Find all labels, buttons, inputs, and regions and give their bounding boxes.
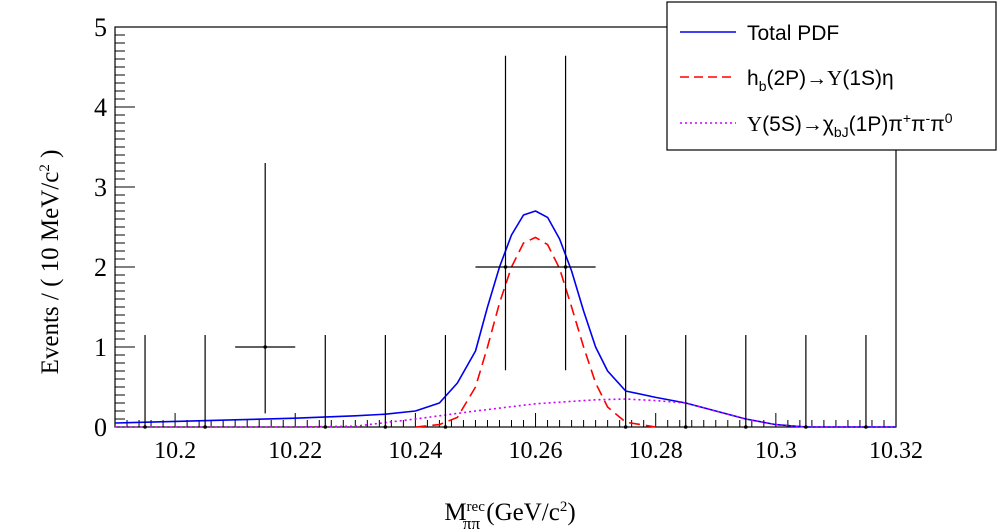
- y-tick-label: 3: [94, 173, 107, 202]
- x-tick-label: 10.2: [154, 438, 196, 464]
- curve-series-1: [415, 236, 656, 428]
- point-marker: [203, 425, 207, 429]
- data-point: [864, 335, 868, 429]
- legend: Total PDF hb(2P)→Υ(1S)η Υ(5S)→χbJ(1P)π+π…: [666, 1, 997, 151]
- y-tick-label: 0: [94, 413, 107, 442]
- point-marker: [563, 265, 568, 269]
- point-marker: [683, 425, 688, 429]
- y-axis: 0 1 2 3 4 5: [94, 13, 135, 442]
- data-point: [683, 335, 688, 429]
- legend-entry-chibj: Υ(5S)→χbJ(1P)π+π-π0: [747, 110, 953, 140]
- point-marker: [864, 425, 868, 429]
- point-marker: [744, 425, 748, 429]
- data-point: [143, 335, 147, 429]
- legend-entry-total-pdf: Total PDF: [747, 22, 839, 45]
- point-marker: [443, 425, 448, 429]
- point-marker: [804, 425, 808, 429]
- curve-series-2: [115, 398, 896, 428]
- data-point: [443, 335, 448, 429]
- y-tick-label: 1: [94, 333, 107, 362]
- point-marker: [503, 265, 508, 269]
- point-marker: [623, 425, 628, 429]
- data-point: [535, 55, 596, 371]
- data-point: [323, 335, 328, 429]
- data-point: [383, 335, 388, 429]
- pdf-curves: [114, 210, 896, 428]
- data-point: [203, 335, 207, 429]
- x-axis: 10.2 10.22 10.24 10.26 10.28 10.3 10.32: [114, 413, 923, 464]
- data-point: [475, 55, 536, 371]
- y-axis-title: Events / ( 10 MeV/c2 ): [37, 150, 64, 375]
- y-tick-label: 2: [94, 253, 107, 282]
- legend-box: [666, 1, 997, 151]
- data-point: [623, 335, 628, 429]
- x-tick-label: 10.24: [388, 438, 442, 464]
- data-point: [744, 335, 748, 429]
- x-tick-label: 10.3: [755, 438, 797, 464]
- point-marker: [143, 425, 147, 429]
- data-point: [235, 163, 296, 414]
- point-marker: [263, 345, 267, 349]
- point-marker: [383, 425, 388, 429]
- y-tick-label: 5: [94, 13, 107, 42]
- y-tick-label: 4: [94, 93, 107, 122]
- curve-series-0: [114, 210, 896, 428]
- x-axis-title: Mrec ππ (GeV/c2): [444, 499, 575, 530]
- data-points: [143, 55, 868, 429]
- point-marker: [323, 425, 328, 429]
- x-tick-label: 10.32: [869, 438, 923, 464]
- x-tick-label: 10.26: [509, 438, 563, 464]
- data-point: [804, 335, 808, 429]
- x-tick-label: 10.28: [629, 438, 683, 464]
- legend-entry-hb: hb(2P)→Υ(1S)η: [747, 66, 894, 94]
- x-tick-label: 10.22: [268, 438, 322, 464]
